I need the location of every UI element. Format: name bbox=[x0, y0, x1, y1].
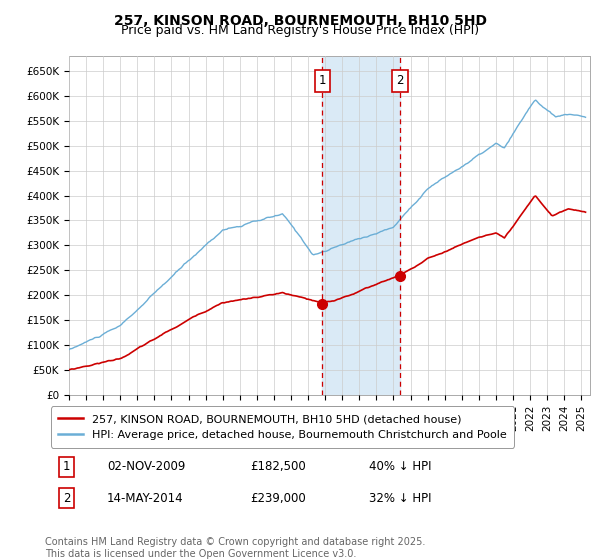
Text: 1: 1 bbox=[319, 74, 326, 87]
Text: 257, KINSON ROAD, BOURNEMOUTH, BH10 5HD: 257, KINSON ROAD, BOURNEMOUTH, BH10 5HD bbox=[113, 14, 487, 28]
Bar bbox=[322, 56, 400, 395]
Text: 32% ↓ HPI: 32% ↓ HPI bbox=[369, 492, 431, 505]
Text: 1: 1 bbox=[63, 460, 70, 473]
Text: £182,500: £182,500 bbox=[250, 460, 306, 473]
Legend: 257, KINSON ROAD, BOURNEMOUTH, BH10 5HD (detached house), HPI: Average price, de: 257, KINSON ROAD, BOURNEMOUTH, BH10 5HD … bbox=[50, 407, 514, 447]
Text: £239,000: £239,000 bbox=[250, 492, 306, 505]
Text: 2: 2 bbox=[396, 74, 404, 87]
Text: 2: 2 bbox=[63, 492, 70, 505]
Text: Price paid vs. HM Land Registry's House Price Index (HPI): Price paid vs. HM Land Registry's House … bbox=[121, 24, 479, 38]
Text: 02-NOV-2009: 02-NOV-2009 bbox=[107, 460, 185, 473]
Text: 40% ↓ HPI: 40% ↓ HPI bbox=[369, 460, 431, 473]
Text: Contains HM Land Registry data © Crown copyright and database right 2025.
This d: Contains HM Land Registry data © Crown c… bbox=[45, 537, 425, 559]
Text: 14-MAY-2014: 14-MAY-2014 bbox=[107, 492, 184, 505]
